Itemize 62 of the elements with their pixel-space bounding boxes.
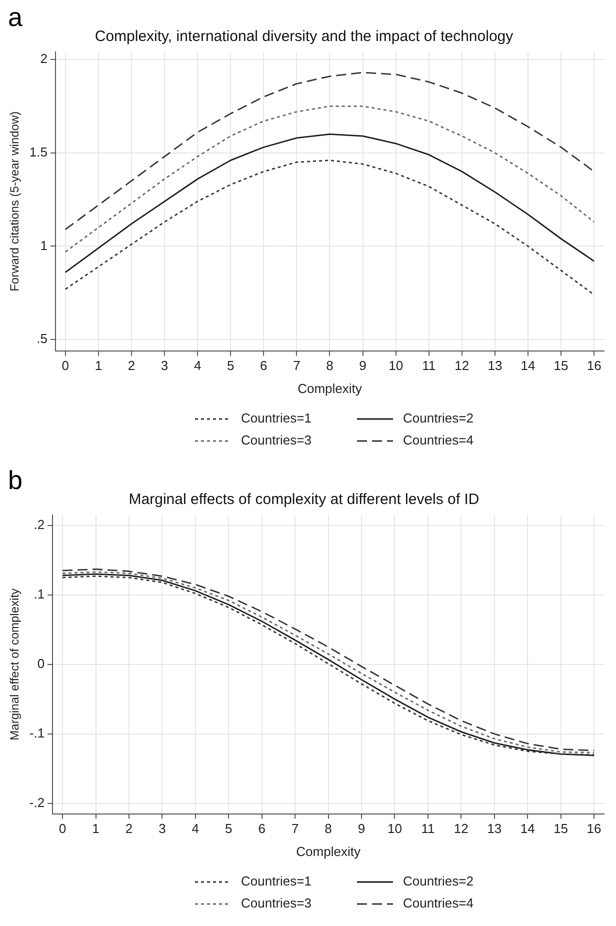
- x-tick-label: 0: [62, 358, 69, 374]
- x-tick-label: 1: [92, 821, 100, 836]
- x-tick-label: 9: [358, 821, 366, 836]
- x-tick-label: 14: [520, 821, 535, 836]
- legend-label: Countries=3: [241, 896, 312, 911]
- legend-label: Countries=4: [403, 432, 474, 448]
- chart-title: Complexity, international diversity and the impact of technology: [94, 28, 514, 46]
- x-tick-label: 5: [225, 821, 232, 836]
- x-tick-label: 0: [58, 821, 66, 836]
- chart-title: Marginal effects of complexity at different levels of ID: [128, 491, 480, 508]
- x-tick-label: 3: [160, 358, 168, 374]
- x-tick-label: 13: [488, 358, 502, 374]
- x-axis-title: Complexity: [298, 380, 362, 396]
- x-tick-label: 10: [387, 821, 402, 836]
- x-tick-label: 2: [128, 358, 136, 374]
- text: b: [8, 465, 22, 496]
- legend-label: Countries=4: [403, 896, 474, 911]
- legend-label: Countries=1: [241, 410, 312, 426]
- legend-label: Countries=2: [403, 874, 474, 889]
- x-tick-label: 3: [158, 821, 166, 836]
- x-tick-label: 14: [520, 358, 536, 374]
- x-tick-label: 11: [422, 358, 436, 374]
- x-tick-label: 4: [192, 821, 200, 836]
- x-tick-label: 2: [125, 821, 133, 836]
- line-series: [64, 160, 595, 296]
- y-tick-label: 0: [37, 656, 45, 671]
- x-tick-label: 15: [554, 358, 568, 374]
- y-tick-label: .5: [36, 331, 48, 346]
- x-tick-label: 11: [421, 821, 435, 836]
- x-tick-label: 10: [388, 358, 404, 374]
- x-tick-label: 1: [94, 358, 102, 374]
- legend-label: Countries=1: [241, 874, 312, 889]
- x-tick-label: 12: [454, 821, 468, 836]
- x-tick-label: 6: [258, 821, 266, 836]
- x-tick-label: 8: [326, 358, 334, 374]
- y-tick-label: .2: [34, 517, 45, 532]
- y-tick-label: 1.5: [29, 144, 48, 160]
- x-tick-label: 12: [454, 358, 470, 374]
- y-tick-label: 1: [40, 238, 48, 253]
- line-series: [64, 105, 595, 253]
- y-tick-label: 2: [40, 51, 48, 66]
- legend-label: Countries=3: [241, 432, 312, 448]
- x-tick-label: 15: [554, 821, 568, 836]
- text: a: [8, 2, 22, 33]
- x-tick-label: 7: [293, 358, 300, 374]
- line-series: [64, 72, 595, 230]
- y-axis-title: Forward citations (5-year window): [8, 111, 22, 292]
- x-tick-label: 5: [226, 358, 234, 374]
- x-tick-label: 6: [260, 358, 268, 374]
- y-tick-label: .1: [34, 586, 45, 602]
- x-tick-label: 13: [487, 821, 502, 836]
- x-axis-title: Complexity: [296, 844, 361, 859]
- x-tick-label: 16: [586, 358, 602, 374]
- x-tick-label: 4: [194, 358, 202, 374]
- y-tick-label: -.2: [29, 794, 45, 810]
- x-tick-label: 9: [359, 358, 366, 374]
- x-tick-label: 7: [291, 821, 299, 836]
- y-axis-title: Marginal effect of complexity: [8, 588, 22, 740]
- x-tick-label: 16: [586, 821, 602, 836]
- y-tick-label: -.1: [29, 725, 45, 740]
- x-tick-label: 8: [324, 821, 332, 836]
- legend-label: Countries=2: [403, 410, 474, 426]
